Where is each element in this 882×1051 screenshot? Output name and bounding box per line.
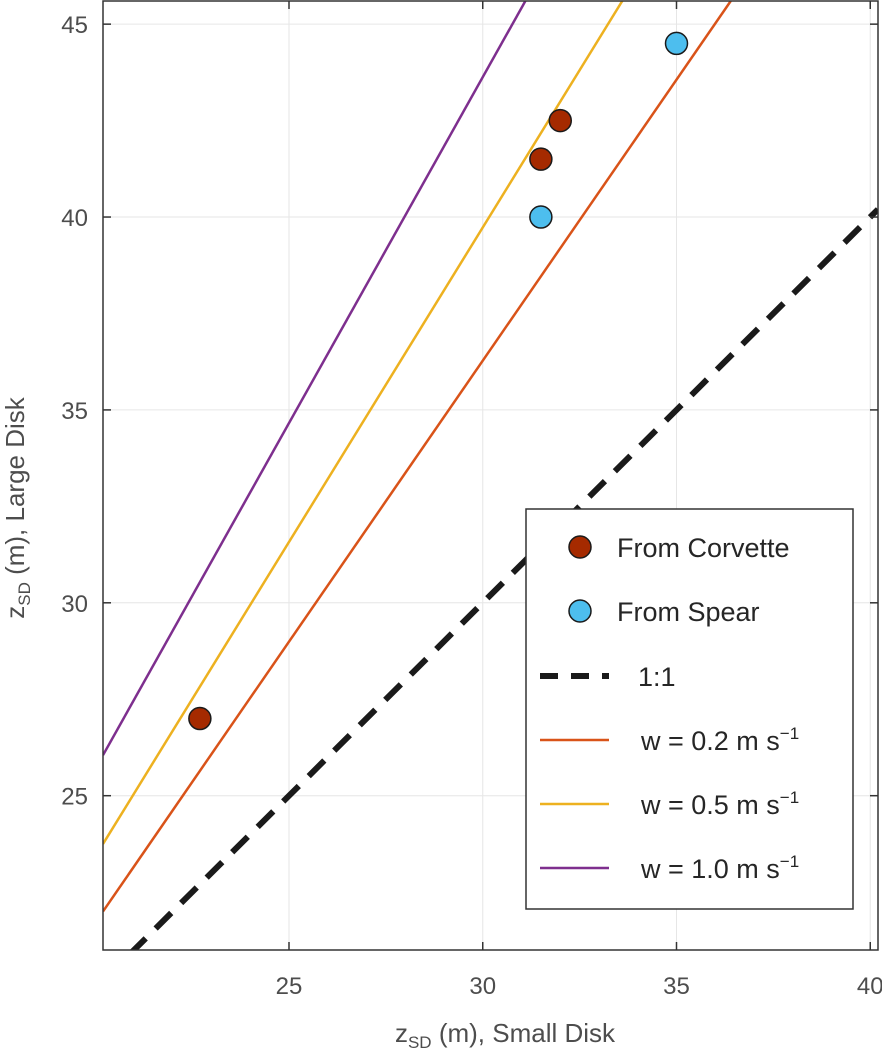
y-tick-label: 40	[61, 205, 88, 232]
y-tick-label: 30	[61, 591, 88, 618]
legend-items: From Corvette From Spear 1:1 w = 0.2 m s−1 w…	[540, 533, 799, 884]
y-tick-label: 45	[61, 12, 88, 39]
legend-label: w = 0.2 m s−1	[640, 724, 799, 756]
legend-label: w = 1.0 m s−1	[640, 852, 799, 884]
legend-box	[525, 508, 854, 910]
x-tick-label: 35	[663, 973, 690, 1000]
w-line-4	[103, 1, 624, 845]
x-tick-label: 30	[469, 973, 496, 1000]
from-corvette-point	[529, 147, 553, 171]
legend-label: From Corvette	[617, 533, 790, 563]
legend-label: 1:1	[638, 662, 676, 692]
w-line-3	[103, 1, 732, 913]
w-line-5	[103, 1, 527, 756]
from-corvette-point	[548, 108, 572, 133]
x-axis-label: zSD (m), Small Disk	[395, 1018, 616, 1051]
ticks: 25 30 35 40 25 30 35 40 45	[61, 1, 882, 1000]
y-tick-label: 35	[61, 398, 88, 425]
legend-label: w = 0.5 m s−1	[640, 788, 799, 820]
x-tick-label: 40	[857, 973, 882, 1000]
from-spear-point	[529, 205, 553, 229]
legend: From Corvette From Spear 1:1 w = 0.2 m s−1 w…	[525, 508, 854, 910]
legend-marker	[568, 599, 592, 623]
legend-label: From Spear	[617, 597, 760, 627]
y-axis-label: zSD (m), Large Disk	[0, 396, 34, 619]
grid	[103, 1, 878, 950]
series-points	[188, 31, 689, 731]
x-tick-label: 25	[276, 973, 303, 1000]
from-corvette-point	[188, 706, 212, 731]
plot-area-border	[102, 0, 879, 951]
y-tick-label: 25	[61, 784, 88, 811]
series-lines	[103, 1, 878, 950]
from-spear-point	[664, 31, 689, 56]
legend-marker	[568, 535, 592, 559]
one-to-one-line	[129, 207, 878, 950]
